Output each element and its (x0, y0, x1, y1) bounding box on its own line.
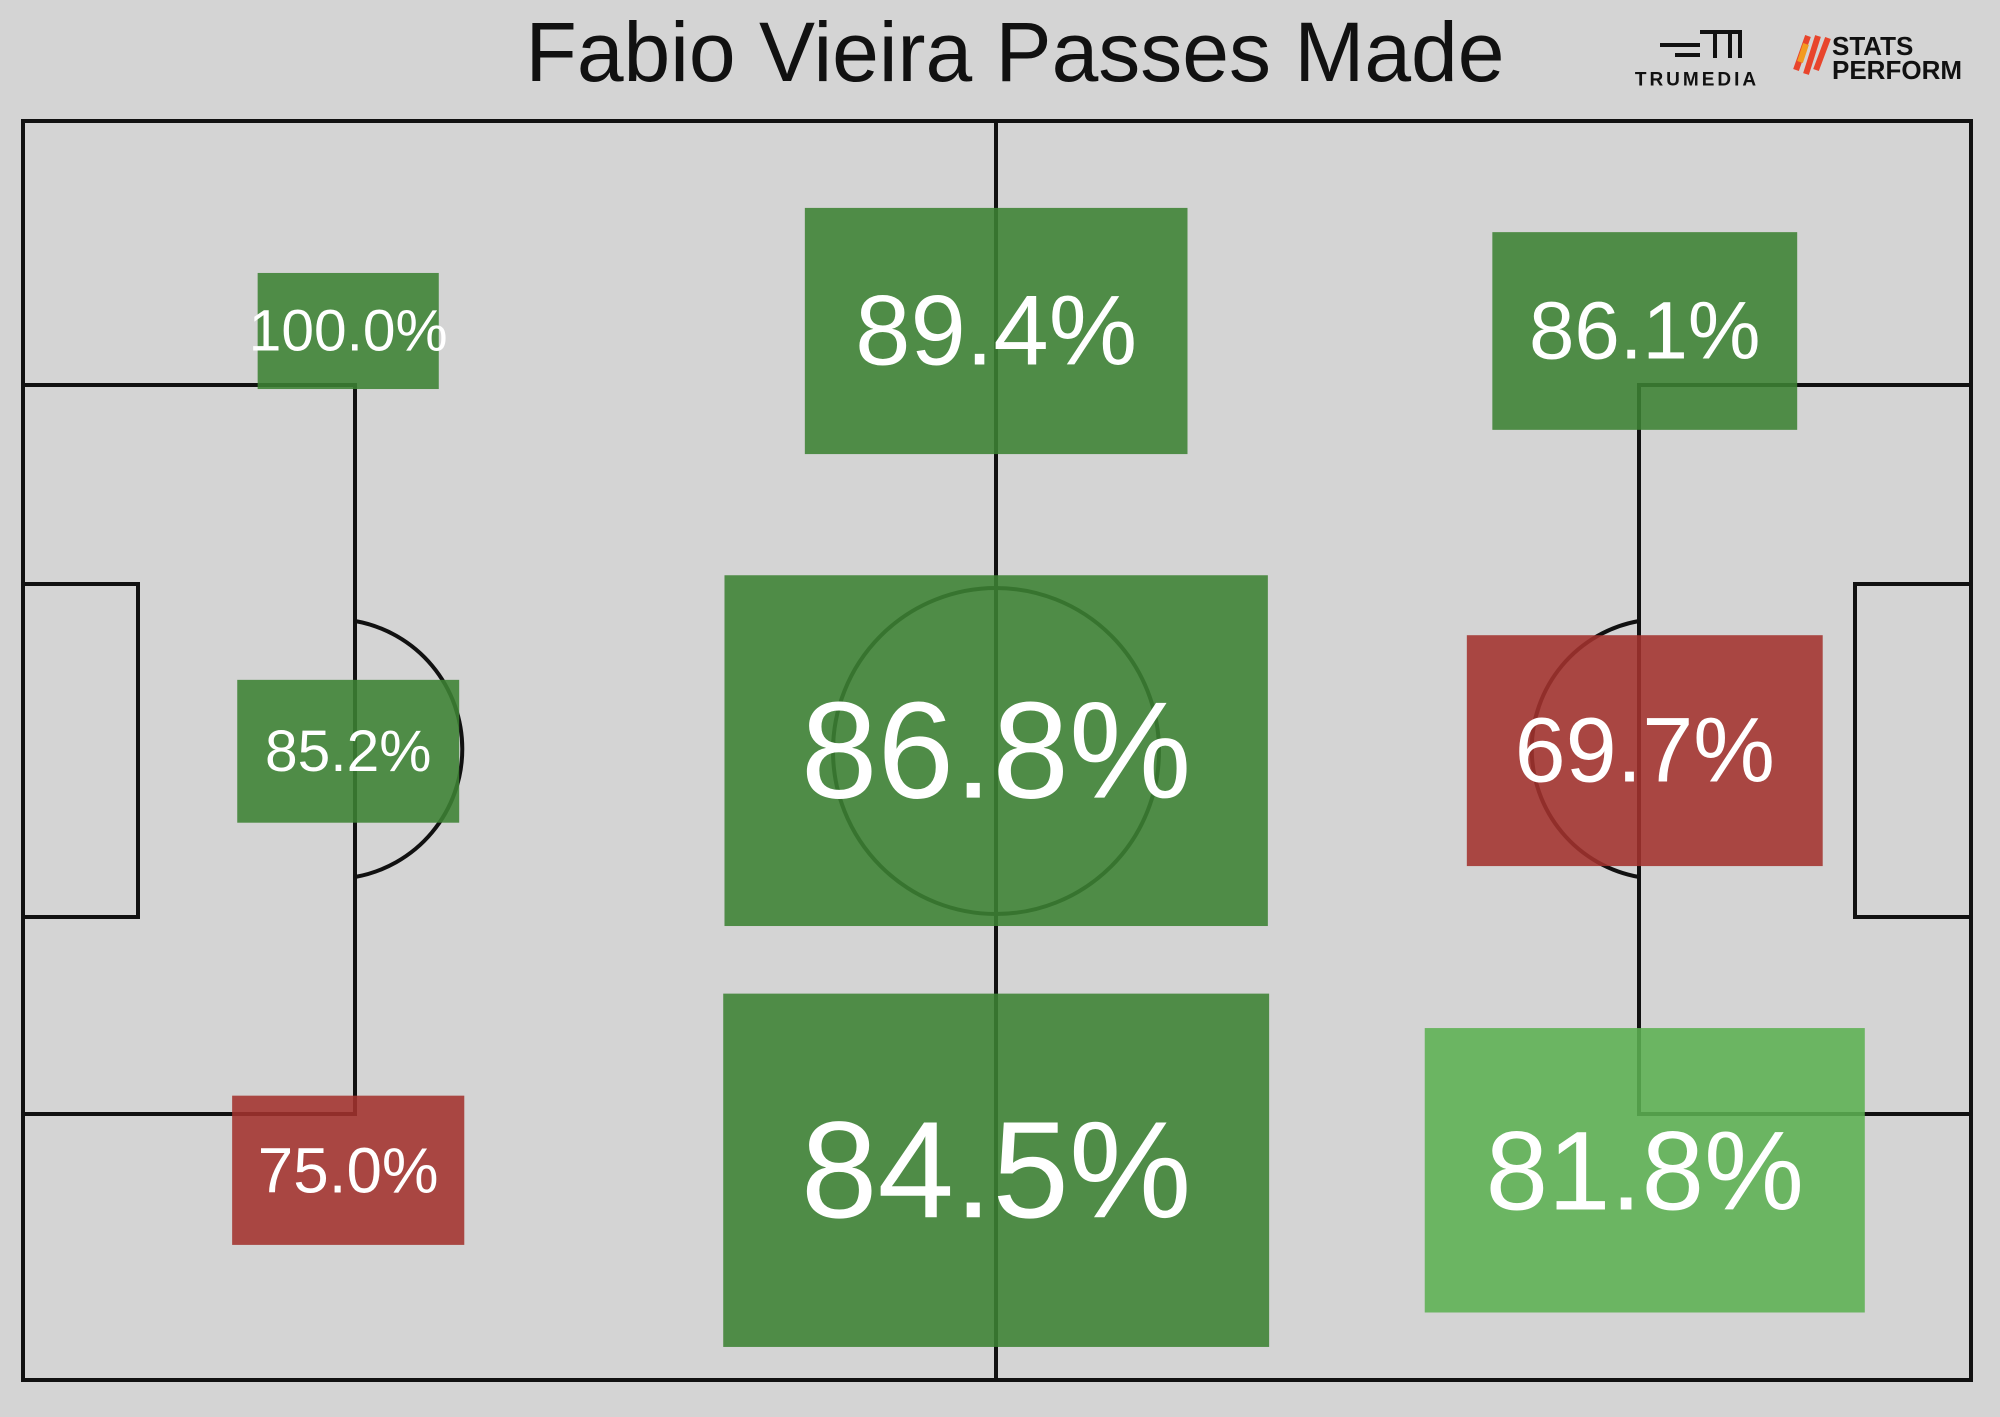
zone-label: 81.8% (1486, 1107, 1804, 1233)
zone-label: 89.4% (855, 275, 1137, 386)
zone-box (1466, 635, 1823, 867)
zone-label: 75.0% (258, 1134, 439, 1206)
zone-label: 85.2% (265, 719, 431, 784)
zone-box (1424, 1028, 1865, 1313)
zone-box (237, 679, 460, 823)
zone-label: 69.7% (1515, 700, 1775, 802)
goal-area (23, 582, 140, 919)
zone-label: 100.0% (249, 298, 448, 363)
brand-label: TRUMEDIA (1635, 70, 1759, 91)
goal-area (1853, 582, 1971, 919)
chart-title: Fabio Vieira Passes Made (526, 5, 1505, 99)
trumedia-logo: TRUMEDIA (1635, 30, 1759, 91)
zone-box (257, 272, 439, 390)
zone-box (1492, 232, 1798, 430)
zone-label: 84.5% (801, 1093, 1192, 1247)
zone-box (804, 207, 1188, 455)
zone-box (724, 575, 1268, 927)
zone-box (723, 993, 1270, 1347)
brand-label: STATS (1832, 31, 1913, 61)
stats-perform-logo: STATS PERFORM (1793, 31, 1962, 85)
zone-label: 86.1% (1529, 285, 1760, 376)
zone-box (232, 1095, 465, 1245)
penalty-arc (354, 619, 465, 879)
brand-label: PERFORM (1832, 55, 1962, 85)
zone-label: 86.8% (801, 674, 1192, 828)
